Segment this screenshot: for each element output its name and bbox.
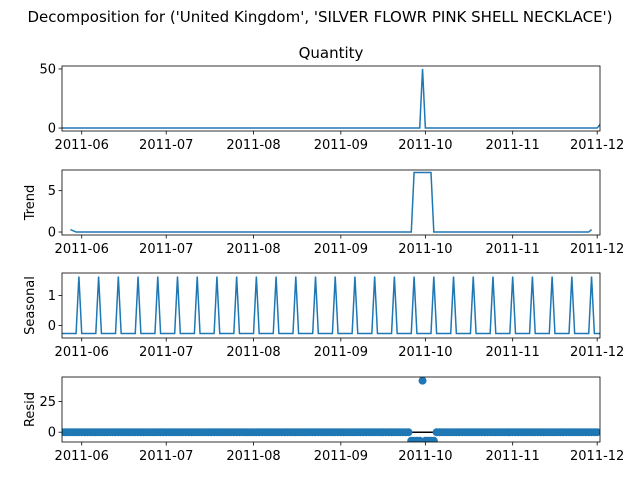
panel-quantity: 2011-06 2011-07 2011-08 2011-09 2011-10 2011-… [39,44,624,153]
x-tick-label: 2011-06 [55,242,109,257]
x-tick-label: 2011-10 [398,138,452,153]
y-axis-label: Seasonal [23,276,38,335]
plot-frame [61,65,601,132]
x-tick-label: 2011-09 [314,138,368,153]
y-axis-label: Resid [23,392,38,427]
seasonal-line [62,276,600,335]
y-tick-label: 1 [48,289,56,304]
x-tick-label: 2011-07 [139,345,193,360]
plot-frame [61,169,601,236]
trend-line [70,171,593,233]
x-tick-label: 2011-09 [314,242,368,257]
x-tick-label: 2011-08 [226,345,280,360]
y-tick-label: 0 [48,319,56,334]
x-tick-label: 2011-08 [226,242,280,257]
y-tick-label: 50 [39,62,56,77]
y-tick-label: 0 [48,122,56,137]
y-tick-label: 0 [48,426,56,441]
x-tick-label: 2011-10 [398,345,452,360]
resid-point [418,377,427,385]
quantity-line [62,68,600,129]
x-tick-label: 2011-08 [226,138,280,153]
y-tick-label: 0 [48,226,56,241]
x-tick-label: 2011-12 [570,242,624,257]
x-tick-label: 2011-11 [486,138,540,153]
x-tick-label: 2011-11 [486,242,540,257]
x-tick-label: 2011-10 [398,242,452,257]
x-tick-label: 2011-06 [55,449,109,464]
x-tick-label: 2011-09 [314,345,368,360]
panel-resid: 2011-06 2011-07 2011-08 2011-09 2011-10 2011-… [23,376,624,464]
x-tick-label: 2011-11 [486,345,540,360]
resid-point [404,428,413,437]
panel-title: Quantity [299,44,364,62]
chart-suptitle: Decomposition for ('United Kingdom', 'SI… [27,8,612,26]
y-tick-label: 5 [48,184,56,199]
x-tick-label: 2011-07 [139,138,193,153]
x-tick-label: 2011-07 [139,449,193,464]
x-tick-label: 2011-09 [314,449,368,464]
x-tick-label: 2011-08 [226,449,280,464]
y-axis-label: Trend [23,185,38,222]
x-tick-label: 2011-12 [570,138,624,153]
x-tick-label: 2011-12 [570,449,624,464]
resid-point [593,428,600,437]
panel-trend: 2011-06 2011-07 2011-08 2011-09 2011-10 2011-… [23,169,624,257]
plot-frame [61,376,601,443]
y-tick-label: 25 [39,395,56,410]
panel-seasonal: 2011-06 2011-07 2011-08 2011-09 2011-10 2011-… [23,272,624,360]
resid-point [429,436,438,442]
x-tick-label: 2011-06 [55,138,109,153]
x-tick-label: 2011-06 [55,345,109,360]
x-tick-label: 2011-11 [486,449,540,464]
x-tick-label: 2011-10 [398,449,452,464]
plot-frame [61,272,601,339]
x-tick-label: 2011-07 [139,242,193,257]
x-tick-label: 2011-12 [570,345,624,360]
